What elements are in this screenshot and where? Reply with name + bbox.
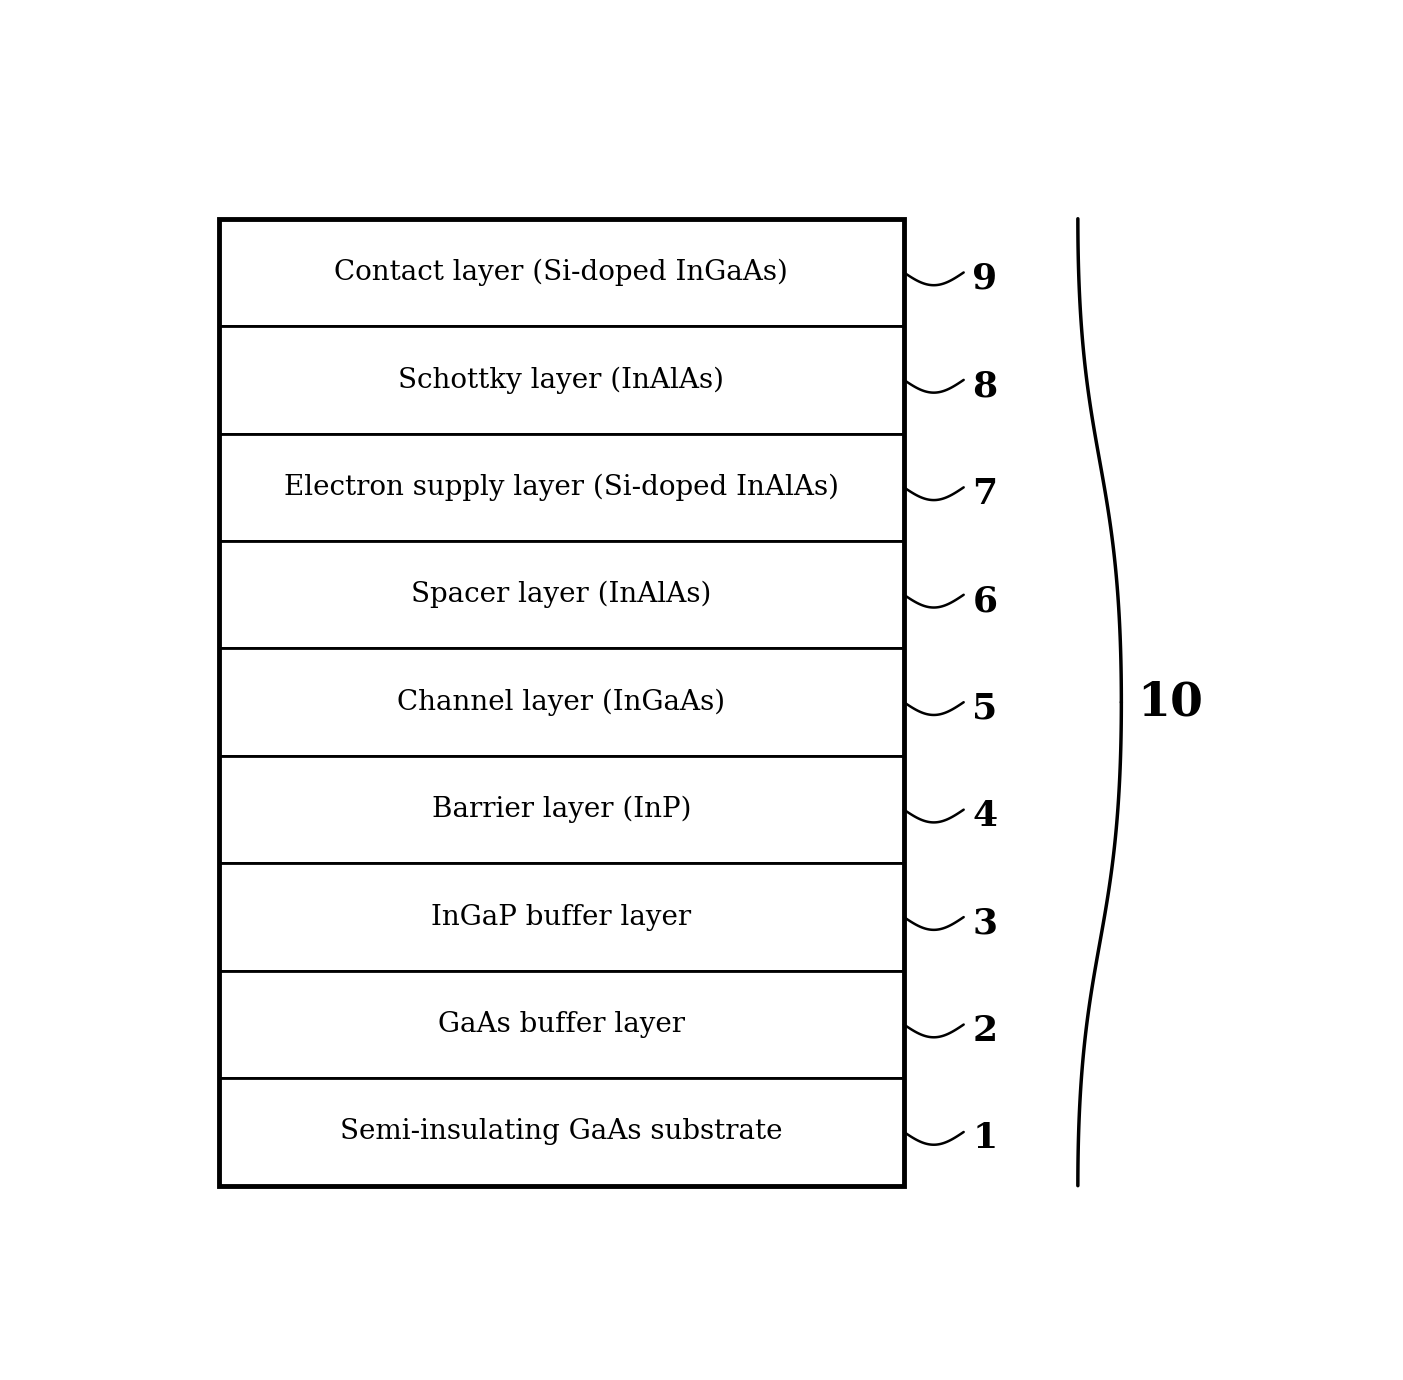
Text: Channel layer (InGaAs): Channel layer (InGaAs) [397, 689, 725, 716]
Text: 10: 10 [1138, 679, 1204, 726]
Text: Barrier layer (InP): Barrier layer (InP) [432, 796, 692, 824]
Text: Contact layer (Si-doped InGaAs): Contact layer (Si-doped InGaAs) [334, 259, 788, 286]
Bar [219, 756, 904, 864]
Text: Semi-insulating GaAs substrate: Semi-insulating GaAs substrate [340, 1118, 783, 1145]
Text: InGaP buffer layer: InGaP buffer layer [431, 904, 692, 930]
Text: 9: 9 [972, 262, 998, 295]
Text: GaAs buffer layer: GaAs buffer layer [438, 1012, 685, 1038]
Bar [219, 970, 904, 1078]
Text: 1: 1 [972, 1122, 998, 1155]
Text: 7: 7 [972, 476, 998, 511]
Text: Schottky layer (InAlAs): Schottky layer (InAlAs) [398, 366, 724, 393]
Bar [219, 541, 904, 649]
Text: 4: 4 [972, 799, 998, 834]
Bar [219, 433, 904, 541]
Text: 3: 3 [972, 907, 998, 940]
Text: Electron supply layer (Si-doped InAlAs): Electron supply layer (Si-doped InAlAs) [283, 473, 839, 501]
Text: Spacer layer (InAlAs): Spacer layer (InAlAs) [411, 581, 711, 609]
Bar [219, 1078, 904, 1185]
Text: 8: 8 [972, 370, 998, 403]
Bar [219, 218, 904, 326]
Bar [219, 649, 904, 756]
Bar [219, 218, 904, 1185]
Bar [219, 864, 904, 970]
Text: 5: 5 [972, 691, 998, 726]
Text: 2: 2 [972, 1014, 998, 1047]
Bar [219, 326, 904, 433]
Text: 6: 6 [972, 584, 998, 618]
